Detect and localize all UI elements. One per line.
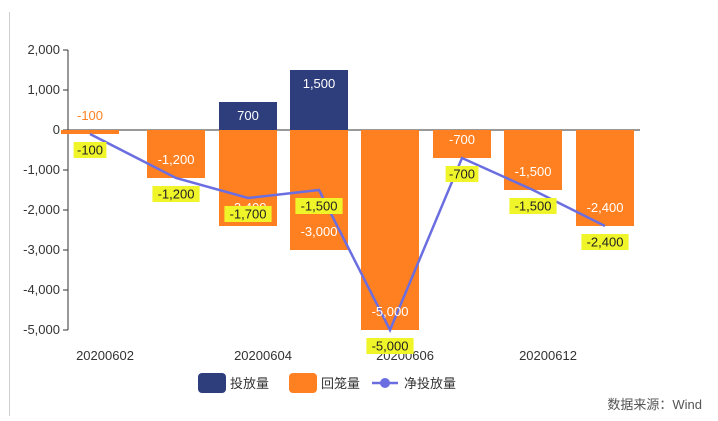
y-tick-label: -5,000 xyxy=(23,322,60,337)
bar-withdrawal xyxy=(576,130,634,226)
y-tick-label: -4,000 xyxy=(23,282,60,297)
label-net: -1,200 xyxy=(158,187,195,202)
label-withdrawal: -1,200 xyxy=(158,152,195,167)
label-investment: 1,500 xyxy=(303,76,336,91)
bar-withdrawal xyxy=(147,130,205,178)
label-net: -5,000 xyxy=(372,339,409,354)
legend-label: 净投放量 xyxy=(404,376,456,391)
legend-label: 投放量 xyxy=(230,376,269,391)
label-net: -100 xyxy=(77,143,103,158)
data-labels: 700 1,500 -100 -1,200 -2,400 -3,000 -5,000 -700… xyxy=(73,76,629,354)
label-net: -1,700 xyxy=(230,207,267,222)
y-tick-label: -1,000 xyxy=(23,162,60,177)
legend: 投放量 回笼量 净投放量 xyxy=(198,373,456,393)
x-tick-label: 20200612 xyxy=(519,348,577,363)
label-net-bg xyxy=(581,234,629,250)
label-withdrawal: -100 xyxy=(77,108,103,123)
label-net: -1,500 xyxy=(515,199,552,214)
bar-withdrawal xyxy=(361,130,419,330)
label-withdrawal: -3,000 xyxy=(301,224,338,239)
label-withdrawal: -5,000 xyxy=(372,304,409,319)
source-note: 数据来源：Wind xyxy=(607,397,702,412)
label-net: -2,400 xyxy=(587,235,624,250)
x-tick-label: 20200604 xyxy=(234,348,292,363)
y-tick-label: 2,000 xyxy=(27,42,60,57)
label-net-bg xyxy=(295,198,343,214)
bar-investment xyxy=(219,102,277,130)
net-line xyxy=(89,132,606,333)
bar-withdrawal xyxy=(61,130,119,134)
label-withdrawal: -700 xyxy=(449,132,475,147)
legend-marker xyxy=(380,378,390,388)
bars xyxy=(61,70,634,330)
label-net-bg xyxy=(445,166,479,182)
x-tick-label: 20200602 xyxy=(76,348,134,363)
label-investment: 700 xyxy=(237,108,259,123)
label-net-bg xyxy=(73,142,107,158)
label-net: -700 xyxy=(449,167,475,182)
label-net-bg xyxy=(509,198,557,214)
bar-withdrawal xyxy=(433,130,491,158)
y-tick-label: 0 xyxy=(53,122,60,137)
y-tick-label: -3,000 xyxy=(23,242,60,257)
bar-investment xyxy=(290,70,348,130)
y-tick-label: -2,000 xyxy=(23,202,60,217)
legend-swatch xyxy=(289,373,317,393)
label-withdrawal: -2,400 xyxy=(587,200,624,215)
frame-rule xyxy=(9,12,10,416)
label-net-bg xyxy=(224,206,272,222)
label-net-bg xyxy=(152,186,200,202)
net-line-path xyxy=(89,132,606,333)
label-net-bg xyxy=(366,338,414,354)
y-tick-label: 1,000 xyxy=(27,82,60,97)
legend-label: 回笼量 xyxy=(321,376,360,391)
label-net: -1,500 xyxy=(301,199,338,214)
label-withdrawal: -1,500 xyxy=(515,164,552,179)
legend-swatch xyxy=(198,373,226,393)
